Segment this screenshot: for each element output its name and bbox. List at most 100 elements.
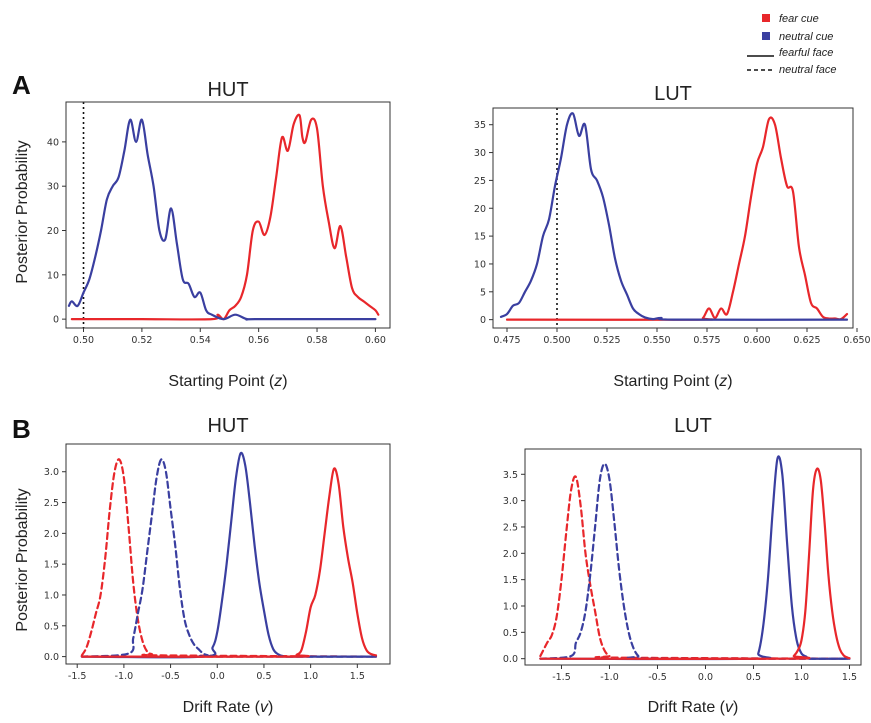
- series-line-neutral-cue-fearful-face: [539, 455, 851, 661]
- x-tick-label: 0.60: [365, 335, 386, 346]
- plot-area: [67, 102, 380, 328]
- y-tick-label: 10: [47, 270, 59, 281]
- x-tick-label: 0.500: [543, 335, 570, 346]
- chart-title: LUT: [674, 415, 712, 437]
- y-tick-label: 3.0: [44, 467, 59, 478]
- y-tick-label: 0: [480, 315, 486, 326]
- x-tick-label: -0.5: [161, 671, 180, 682]
- y-tick-label: 0.5: [44, 621, 59, 632]
- series-line-fear-cue-fearful-face: [70, 113, 380, 321]
- x-axis-label-variable: z: [273, 373, 282, 390]
- y-tick-label: 2.0: [503, 549, 518, 560]
- legend: fear cue neutral cue fearful face neutra…: [747, 13, 836, 76]
- y-tick-label: 10: [474, 259, 486, 270]
- plot-frame: [492, 107, 854, 329]
- plot-frame: [524, 448, 862, 666]
- legend-swatch-neutral-cue: [762, 32, 770, 40]
- y-tick-label: 2.5: [503, 522, 518, 533]
- y-tick-label: 1.5: [503, 575, 518, 586]
- x-tick-label: 0.650: [843, 335, 870, 346]
- series-line-neutral-cue-fearful-face: [499, 112, 849, 321]
- y-tick-label: 2.5: [44, 498, 59, 509]
- y-tick-label: 5: [480, 287, 486, 298]
- x-axis-label-close: ): [268, 699, 273, 716]
- x-tick-label: -1.0: [600, 672, 619, 683]
- y-tick-label: 30: [474, 148, 486, 159]
- legend-label-fear-cue: fear cue: [779, 13, 819, 25]
- x-axis-label-close: ): [282, 373, 287, 390]
- x-tick-label: 0.575: [693, 335, 720, 346]
- chart-b-lut: LUT Drift Rate (v) -1.5 -1.0 -0.5 0.0 0.5 1.0 1.…: [503, 415, 862, 716]
- y-tick-label: 35: [474, 120, 486, 131]
- x-axis-label-variable: v: [725, 699, 734, 716]
- legend-swatch-fear-cue: [762, 14, 770, 22]
- x-tick-label: -0.5: [648, 672, 667, 683]
- x-axis-label-close: ): [727, 373, 732, 390]
- ylabel-panel-a: Posterior Probability: [14, 140, 31, 283]
- x-axis-label-variable: v: [260, 699, 269, 716]
- x-tick-label: 0.475: [493, 335, 520, 346]
- y-tick-label: 1.5: [44, 560, 59, 571]
- x-tick-label: 0.50: [73, 335, 94, 346]
- x-tick-label: 0.550: [643, 335, 670, 346]
- chart-title: HUT: [207, 415, 248, 437]
- series-line-neutral-cue-neutral-face: [80, 458, 378, 658]
- x-tick-label: 0.625: [793, 335, 820, 346]
- series-line-neutral-cue-fearful-face: [80, 451, 378, 659]
- y-tick-label: 3.5: [503, 470, 518, 481]
- x-tick-label: 0.56: [248, 335, 269, 346]
- series-line-neutral-cue-fearful-face: [67, 118, 377, 321]
- series-line-fear-cue-fearful-face: [539, 467, 851, 660]
- x-axis-label: Drift Rate (v): [648, 699, 739, 716]
- chart-title: LUT: [654, 83, 692, 105]
- x-tick-label: 0.0: [698, 672, 713, 683]
- x-axis-label: Starting Point (z): [613, 373, 732, 390]
- x-tick-label: 0.54: [190, 335, 211, 346]
- x-tick-label: 0.525: [593, 335, 620, 346]
- x-tick-label: 0.0: [210, 671, 225, 682]
- plot-frame: [65, 101, 391, 329]
- panel-letter-b: B: [12, 414, 31, 444]
- y-tick-label: 40: [47, 137, 59, 148]
- series-line-fear-cue-fearful-face: [505, 116, 849, 321]
- legend-label-fearful-face: fearful face: [779, 47, 833, 59]
- ylabel-panel-b: Posterior Probability: [14, 488, 31, 631]
- x-axis-label-text: Starting Point (: [168, 373, 275, 390]
- x-tick-label: 0.600: [743, 335, 770, 346]
- y-tick-label: 0: [53, 315, 59, 326]
- chart-title: HUT: [207, 79, 248, 101]
- legend-label-neutral-cue: neutral cue: [779, 31, 833, 43]
- y-tick-label: 0.5: [503, 628, 518, 639]
- series-line-neutral-cue-neutral-face: [539, 462, 851, 660]
- y-tick-label: 20: [47, 226, 59, 237]
- chart-a-hut: HUT Starting Point (z) 0.50 0.52 0.54 0.56 0.5…: [47, 79, 391, 390]
- x-axis-label-close: ): [733, 699, 738, 716]
- y-tick-label: 0.0: [44, 652, 59, 663]
- x-tick-label: -1.5: [68, 671, 87, 682]
- chart-a-lut: LUT Starting Point (z) 0.475 0.500 0.525 0.55…: [474, 83, 871, 390]
- x-axis-label: Drift Rate (v): [183, 699, 274, 716]
- plot-area: [499, 108, 849, 328]
- series-line-fear-cue-fearful-face: [80, 467, 378, 658]
- x-tick-label: 1.0: [794, 672, 809, 683]
- series-line-fear-cue-neutral-face: [539, 475, 851, 660]
- plot-area: [80, 451, 378, 659]
- x-tick-label: -1.0: [115, 671, 134, 682]
- x-tick-label: -1.5: [552, 672, 571, 683]
- y-tick-label: 15: [474, 232, 486, 243]
- plot-area: [539, 455, 851, 661]
- x-tick-label: 0.5: [746, 672, 761, 683]
- x-axis-label-text: Starting Point (: [613, 373, 720, 390]
- y-tick-label: 3.0: [503, 496, 518, 507]
- y-tick-label: 0.0: [503, 654, 518, 665]
- x-axis-label-variable: z: [718, 373, 727, 390]
- series-line-fear-cue-neutral-face: [80, 458, 378, 658]
- y-tick-label: 1.0: [44, 590, 59, 601]
- x-tick-label: 0.5: [256, 671, 271, 682]
- x-tick-label: 1.5: [350, 671, 365, 682]
- y-tick-label: 1.0: [503, 601, 518, 612]
- y-tick-label: 30: [47, 182, 59, 193]
- legend-label-neutral-face: neutral face: [779, 64, 836, 76]
- x-axis-label: Starting Point (z): [168, 373, 287, 390]
- x-axis-label-text: Drift Rate (: [183, 699, 261, 716]
